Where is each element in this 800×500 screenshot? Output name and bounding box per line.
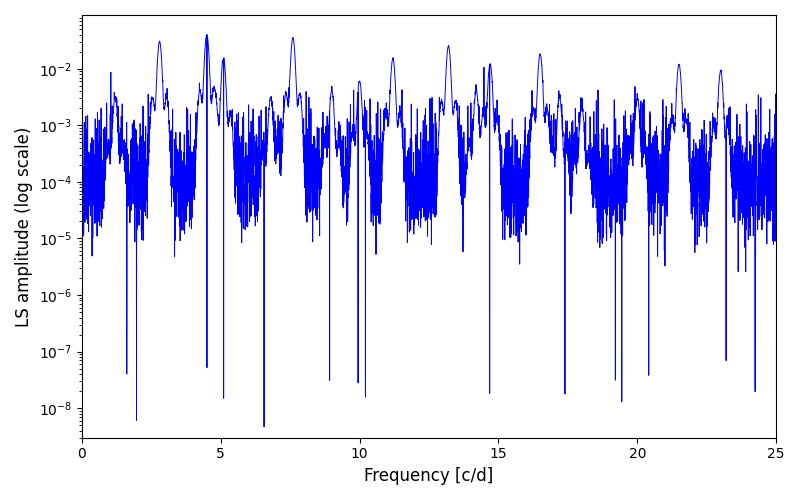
Y-axis label: LS amplitude (log scale): LS amplitude (log scale)	[15, 126, 33, 326]
X-axis label: Frequency [c/d]: Frequency [c/d]	[364, 467, 494, 485]
